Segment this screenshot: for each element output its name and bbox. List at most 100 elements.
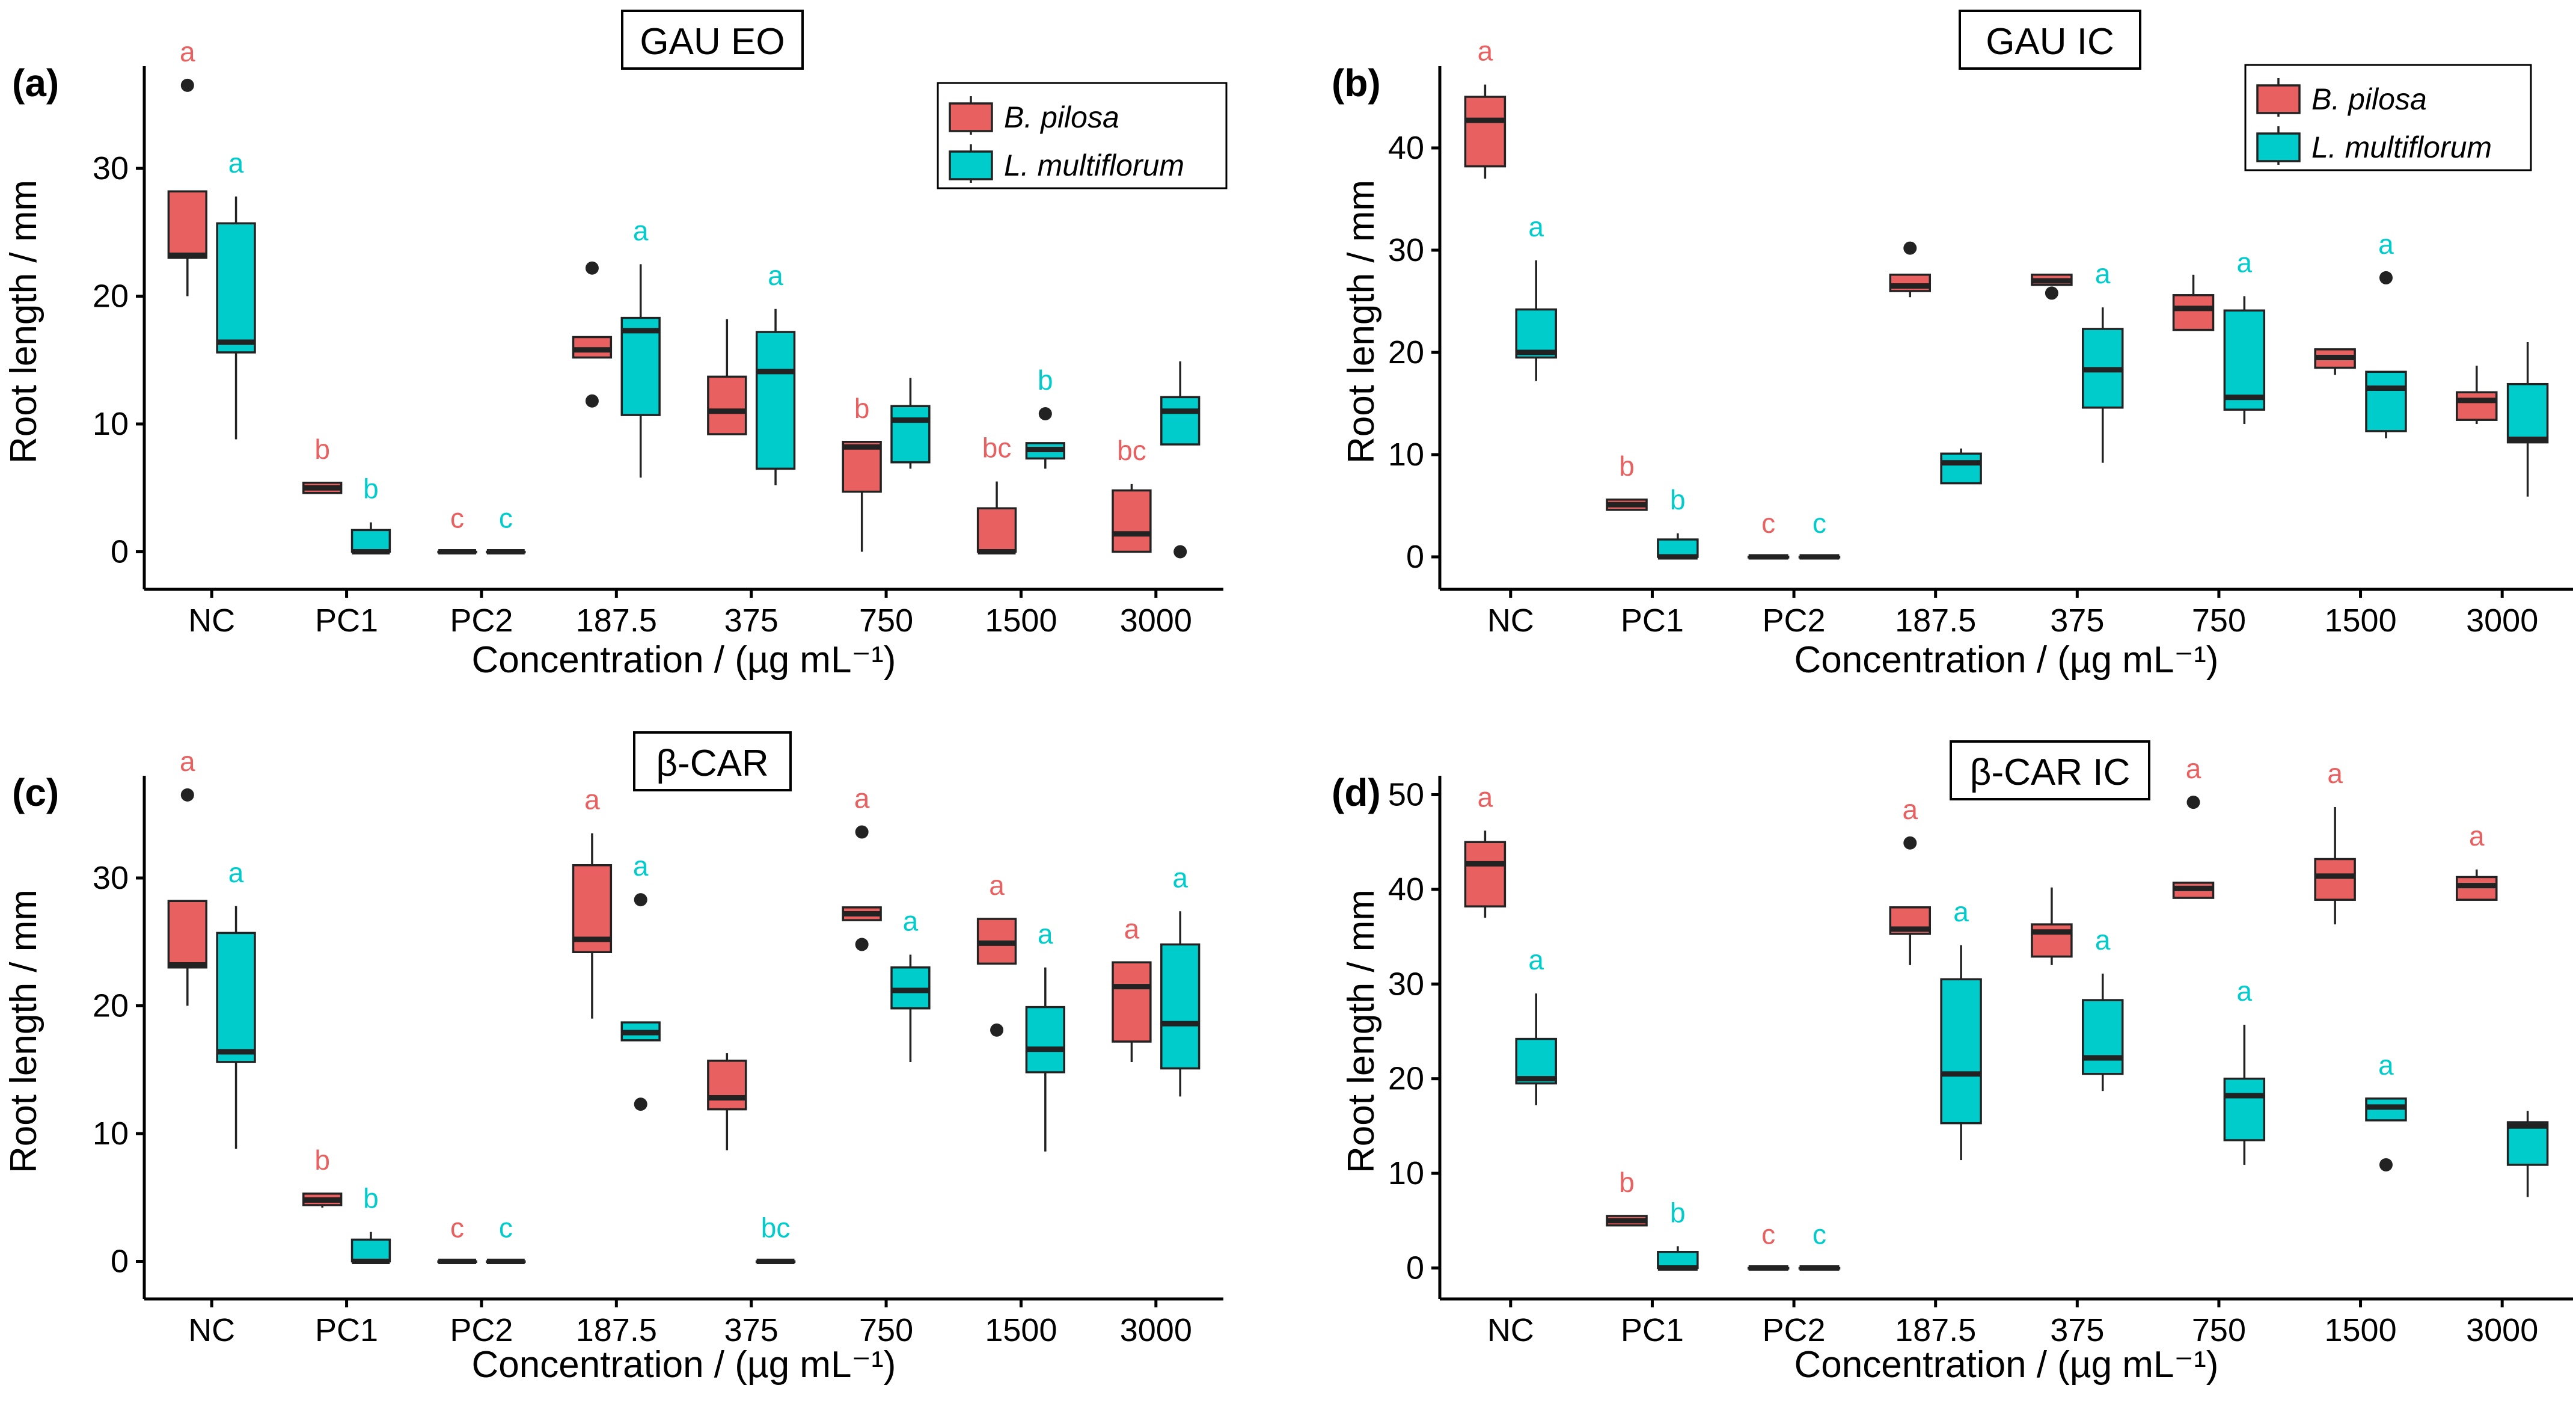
significance-letter: a bbox=[768, 260, 783, 291]
significance-letter: c bbox=[499, 503, 513, 534]
box-l-multiflorum-375: bc bbox=[755, 1212, 796, 1264]
box-body bbox=[2506, 1121, 2549, 1166]
x-tick-label: 1500 bbox=[2324, 1312, 2396, 1348]
y-tick-label: 10 bbox=[1388, 1155, 1424, 1191]
outlier-point bbox=[855, 938, 869, 951]
panel-4: 0 10 20 30 40 50 NC PC1 PC2 187.5 375 750 1500 3000 Co… bbox=[1332, 740, 2573, 1386]
box-b-pilosa-375 bbox=[2031, 274, 2073, 300]
box-b-pilosa-PC1: b bbox=[302, 434, 343, 494]
significance-letter: a bbox=[228, 857, 244, 888]
significance-letter: a bbox=[1038, 918, 1053, 950]
box-b-pilosa-375 bbox=[707, 319, 747, 435]
box-l-multiflorum-750: a bbox=[890, 906, 931, 1062]
box-body bbox=[2314, 858, 2356, 901]
x-tick-label: PC1 bbox=[1621, 603, 1684, 639]
significance-letter: a bbox=[584, 784, 600, 815]
box-b-pilosa-NC: a bbox=[167, 36, 207, 296]
box-b-pilosa-187.5 bbox=[572, 261, 613, 408]
significance-letter: bc bbox=[982, 432, 1012, 464]
x-tick-label: 3000 bbox=[1120, 603, 1192, 639]
outlier-point bbox=[180, 78, 194, 92]
y-axis-title: Root length / mm bbox=[1341, 889, 1382, 1173]
outlier-point bbox=[2045, 286, 2058, 300]
panel-3: 0 10 20 30 NC PC1 PC2 187.5 375 750 1500 3000 Concen… bbox=[3, 731, 1223, 1386]
outlier-point bbox=[1038, 407, 1052, 420]
panel-label: (a) bbox=[12, 61, 59, 105]
box-body bbox=[2223, 309, 2266, 411]
x-tick-label: NC bbox=[188, 1312, 235, 1348]
box-body bbox=[216, 932, 256, 1063]
outlier-point bbox=[634, 1097, 647, 1111]
x-tick-label: 187.5 bbox=[1895, 1312, 1976, 1348]
box-b-pilosa-1500 bbox=[2314, 348, 2356, 375]
significance-letter: c bbox=[1813, 1219, 1826, 1250]
box-body bbox=[1464, 841, 1507, 907]
significance-letter: a bbox=[228, 147, 244, 179]
x-tick-label: 750 bbox=[859, 1312, 913, 1348]
box-l-multiflorum-3000 bbox=[2506, 1111, 2549, 1197]
x-tick-label: 750 bbox=[859, 603, 913, 639]
box-body bbox=[1515, 308, 1557, 359]
box-l-multiflorum-PC2: c bbox=[1798, 1219, 1841, 1271]
box-b-pilosa-750: a bbox=[842, 783, 882, 951]
box-l-multiflorum-750: a bbox=[2223, 247, 2266, 424]
y-tick-label: 0 bbox=[111, 534, 129, 570]
panel-title: GAU IC bbox=[1986, 21, 2114, 63]
box-b-pilosa-PC2: c bbox=[437, 1212, 477, 1264]
x-tick-label: PC1 bbox=[315, 1312, 378, 1348]
legend-key bbox=[949, 150, 993, 180]
legend: B. pilosa L. multiflorum bbox=[937, 82, 1228, 189]
significance-letter: a bbox=[1478, 35, 1493, 67]
x-tick-label: PC2 bbox=[450, 1312, 513, 1348]
title-box bbox=[621, 10, 804, 70]
x-tick-label: 1500 bbox=[985, 1312, 1057, 1348]
box-l-multiflorum-PC1: b bbox=[350, 473, 391, 554]
box-b-pilosa-187.5 bbox=[1889, 241, 1932, 298]
x-tick-label: 187.5 bbox=[576, 1312, 657, 1348]
significance-letter: c bbox=[499, 1212, 513, 1244]
box-body bbox=[2456, 391, 2498, 421]
y-tick-label: 20 bbox=[1388, 334, 1424, 370]
panel-1: 0 10 20 30 NC PC1 PC2 187.5 375 750 1500 3000 Concen… bbox=[3, 10, 1228, 681]
box-l-multiflorum-375: a bbox=[2081, 924, 2124, 1091]
box-l-multiflorum-PC2: c bbox=[486, 503, 526, 554]
significance-letter: a bbox=[1528, 211, 1544, 242]
outlier-point bbox=[585, 394, 599, 408]
box-l-multiflorum-187.5: a bbox=[620, 850, 661, 1111]
box-l-multiflorum-3000 bbox=[2506, 342, 2549, 497]
significance-letter: b bbox=[363, 473, 379, 505]
significance-letter: bc bbox=[761, 1212, 791, 1244]
box-b-pilosa-750: b bbox=[842, 393, 882, 552]
x-axis-title: Concentration / (µg mL⁻¹) bbox=[1794, 639, 2219, 681]
box-l-multiflorum-NC: a bbox=[1515, 944, 1557, 1105]
box-l-multiflorum-750: a bbox=[2223, 975, 2266, 1165]
box-l-multiflorum-750 bbox=[890, 378, 931, 469]
box-b-pilosa-750: a bbox=[2172, 753, 2215, 899]
box-b-pilosa-3000: a bbox=[1112, 913, 1152, 1062]
y-tick-label: 20 bbox=[93, 278, 129, 315]
box-b-pilosa-PC1: b bbox=[1606, 1167, 1648, 1227]
box-l-multiflorum-PC1: b bbox=[350, 1183, 391, 1264]
y-tick-label: 50 bbox=[1388, 776, 1424, 812]
box-l-multiflorum-1500: b bbox=[1025, 364, 1065, 469]
legend-label: L. multiflorum bbox=[2311, 130, 2492, 164]
y-tick-label: 30 bbox=[93, 860, 129, 896]
y-axis-title: Root length / mm bbox=[3, 180, 44, 464]
y-tick-label: 0 bbox=[1406, 539, 1424, 575]
box-body bbox=[350, 1238, 391, 1263]
y-tick-label: 10 bbox=[1388, 437, 1424, 473]
box-b-pilosa-PC1: b bbox=[302, 1144, 343, 1208]
significance-letter: a bbox=[903, 906, 919, 937]
significance-letter: a bbox=[2469, 820, 2485, 852]
panel-label: (c) bbox=[12, 771, 59, 814]
x-tick-label: 750 bbox=[2192, 1312, 2246, 1348]
box-b-pilosa-PC2: c bbox=[437, 503, 477, 554]
y-tick-label: 30 bbox=[1388, 966, 1424, 1002]
box-l-multiflorum-1500: a bbox=[2365, 229, 2407, 438]
box-l-multiflorum-3000: a bbox=[1160, 862, 1201, 1097]
significance-letter: c bbox=[1761, 1219, 1775, 1250]
box-body bbox=[167, 190, 207, 259]
x-axis-title: Concentration / (µg mL⁻¹) bbox=[1794, 1344, 2219, 1386]
significance-letter: b bbox=[854, 393, 870, 424]
